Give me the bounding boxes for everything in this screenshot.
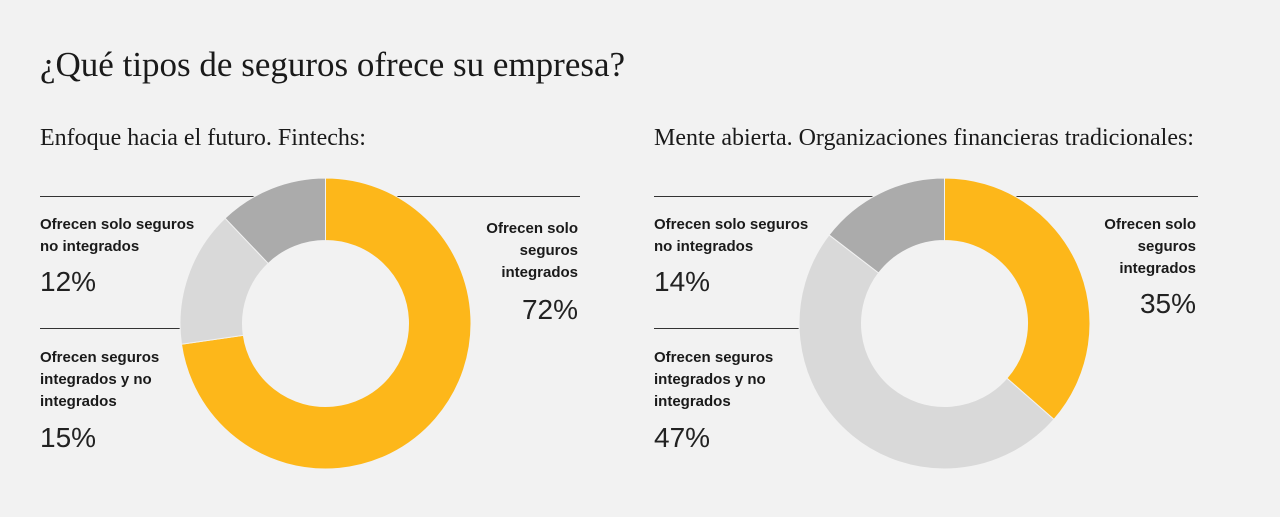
chart-2-label-integrated: Ofrecen solo seguros integrados bbox=[1104, 216, 1196, 277]
chart-2-label-both: Ofrecen seguros integrados y no integrad… bbox=[654, 349, 774, 410]
chart-1-divider-both bbox=[40, 328, 202, 329]
donut-slice-non-integrated bbox=[828, 177, 945, 274]
chart-2-donut bbox=[798, 177, 1091, 470]
donut-slice-integrated bbox=[944, 177, 1091, 421]
chart-1-pct-both: 15% bbox=[40, 422, 97, 453]
chart-1-divider-integrated bbox=[370, 196, 580, 197]
chart-2-divider-non-integrated bbox=[654, 196, 896, 197]
chart-1-pct-integrated: 72% bbox=[521, 294, 578, 325]
page-title: ¿Qué tipos de seguros ofrece su empresa? bbox=[40, 45, 626, 84]
donut-slice-both bbox=[798, 234, 1055, 470]
chart-1-divider-non-integrated bbox=[40, 196, 284, 197]
chart-1-label-both: Ofrecen seguros integrados y no integrad… bbox=[40, 349, 160, 410]
chart-2-pct-integrated: 35% bbox=[1139, 288, 1196, 319]
chart-1-label-non-integrated: Ofrecen solo seguros no integrados bbox=[40, 216, 195, 255]
chart-2-divider-both bbox=[654, 328, 836, 329]
chart-2-pct-non-integrated: 14% bbox=[654, 266, 711, 297]
chart-2-pct-both: 47% bbox=[654, 422, 711, 453]
donut-slice-integrated bbox=[180, 177, 472, 470]
donut-slice-non-integrated bbox=[224, 177, 326, 265]
chart-2-divider-integrated bbox=[982, 196, 1198, 197]
chart-1-subtitle: Enfoque hacia el futuro. Fintechs: bbox=[40, 125, 366, 151]
chart-2-subtitle: Mente abierta. Organizaciones financiera… bbox=[654, 125, 1194, 151]
chart-1-pct-non-integrated: 12% bbox=[40, 266, 97, 297]
chart-2-label-non-integrated: Ofrecen solo seguros no integrados bbox=[654, 216, 809, 255]
chart-1-label-integrated: Ofrecen solo seguros integrados bbox=[486, 220, 578, 281]
chart-1-donut bbox=[179, 177, 472, 470]
